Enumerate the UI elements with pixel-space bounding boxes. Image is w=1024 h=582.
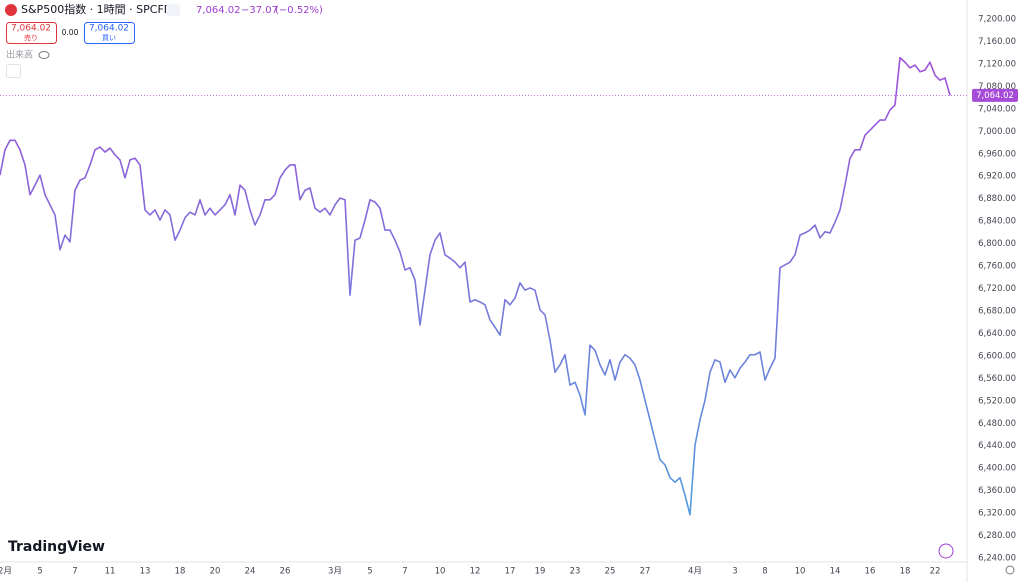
x-tick-label: 23 <box>570 567 581 577</box>
x-tick-label: 7 <box>402 567 407 577</box>
y-tick-label: 6,600.00 <box>978 351 1016 361</box>
last-price-tag-label: 7,064.02 <box>976 91 1014 101</box>
buy-price[interactable]: 7,064.02 <box>89 24 129 34</box>
sell-price[interactable]: 7,064.02 <box>11 24 51 34</box>
visibility-icon[interactable] <box>38 51 50 59</box>
x-tick-label: 2月 <box>0 567 12 577</box>
brand-logo: TradingView <box>8 539 105 555</box>
x-tick-label: 14 <box>830 567 841 577</box>
x-tick-label: 10 <box>795 567 806 577</box>
x-tick-label: 3月 <box>328 567 342 577</box>
y-tick-label: 6,800.00 <box>978 239 1016 249</box>
symbol-title[interactable]: S&P500指数 · 1時間 · SPCFD <box>21 2 172 16</box>
x-tick-label: 5 <box>37 567 42 577</box>
buy-label[interactable]: 買い <box>102 34 116 42</box>
x-tick-label: 22 <box>930 567 941 577</box>
y-tick-label: 6,280.00 <box>978 531 1016 541</box>
y-tick-label: 7,080.00 <box>978 82 1016 92</box>
sell-button[interactable] <box>6 22 57 44</box>
x-tick-label: 26 <box>280 567 291 577</box>
x-tick-label: 12 <box>470 567 481 577</box>
buy-button[interactable] <box>84 22 135 44</box>
x-tick-label: 25 <box>605 567 616 577</box>
settings-icon[interactable] <box>1005 565 1015 575</box>
x-tick-label: 27 <box>640 567 651 577</box>
y-tick-label: 6,920.00 <box>978 172 1016 182</box>
y-tick-label: 6,640.00 <box>978 329 1016 339</box>
volume-label: 出来高 <box>6 49 33 61</box>
last-price: 7,064.02 <box>196 5 241 16</box>
y-tick-label: 7,200.00 <box>978 15 1016 25</box>
x-tick-label: 11 <box>105 567 116 577</box>
y-tick-label: 6,400.00 <box>978 464 1016 474</box>
y-tick-label: 7,120.00 <box>978 59 1016 69</box>
change: −37.07 <box>241 5 278 16</box>
y-tick-label: 6,760.00 <box>978 262 1016 272</box>
y-tick-label: 6,440.00 <box>978 441 1016 451</box>
x-tick-label: 13 <box>140 567 151 577</box>
y-tick-label: 6,320.00 <box>978 509 1016 519</box>
x-tick-label: 16 <box>865 567 876 577</box>
x-tick-label: 4月 <box>688 567 702 577</box>
y-tick-label: 6,880.00 <box>978 194 1016 204</box>
price-line <box>0 56 951 516</box>
collapse-button[interactable] <box>166 4 180 16</box>
y-tick-label: 6,520.00 <box>978 396 1016 406</box>
symbol-logo <box>5 4 17 16</box>
x-tick-label: 24 <box>245 567 256 577</box>
x-tick-label: 19 <box>535 567 546 577</box>
sell-label[interactable]: 売り <box>24 33 38 42</box>
y-tick-label: 7,000.00 <box>978 127 1016 137</box>
x-tick-label: 18 <box>900 567 911 577</box>
x-tick-label: 10 <box>435 567 446 577</box>
x-tick-label: 20 <box>210 567 221 577</box>
last-price-tag <box>972 88 1018 102</box>
y-tick-label: 7,040.00 <box>978 104 1016 114</box>
y-tick-label: 6,680.00 <box>978 306 1016 316</box>
spread: 0.00 <box>62 28 79 37</box>
y-tick-label: 6,960.00 <box>978 149 1016 159</box>
x-tick-label: 18 <box>175 567 186 577</box>
y-tick-label: 7,160.00 <box>978 37 1016 47</box>
x-tick-label: 5 <box>367 567 372 577</box>
y-tick-label: 6,840.00 <box>978 217 1016 227</box>
y-tick-label: 6,240.00 <box>978 554 1016 564</box>
y-tick-label: 6,720.00 <box>978 284 1016 294</box>
y-tick-label: 6,480.00 <box>978 419 1016 429</box>
x-tick-label: 8 <box>762 567 767 577</box>
y-tick-label: 6,360.00 <box>978 486 1016 496</box>
x-tick-label: 17 <box>505 567 516 577</box>
y-tick-label: 6,560.00 <box>978 374 1016 384</box>
collapse-legend[interactable] <box>6 64 21 78</box>
change-percent: (−0.52%) <box>275 5 323 16</box>
x-tick-label: 3 <box>732 567 737 577</box>
x-tick-label: 7 <box>72 567 77 577</box>
alert-icon[interactable] <box>938 543 954 559</box>
